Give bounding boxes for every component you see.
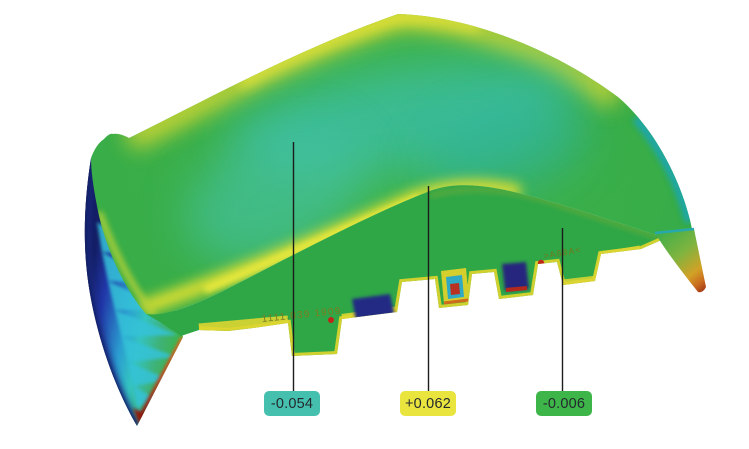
navy-pocket-2 <box>502 262 529 291</box>
rainbow-clip-tab <box>441 268 469 305</box>
hot-spot-dot-1 <box>537 259 545 267</box>
hot-spot-dot-2 <box>328 317 334 323</box>
deviation-label-green[interactable]: -0.006 <box>536 391 592 416</box>
deviation-label-teal[interactable]: -0.054 <box>264 391 320 416</box>
deviation-label-yellow[interactable]: +0.062 <box>400 391 456 416</box>
leader-lines <box>292 142 564 391</box>
navy-pocket-1 <box>352 294 398 338</box>
right-flange <box>654 227 706 293</box>
cyan-right-rim <box>632 115 692 224</box>
teal-region-left <box>185 127 365 263</box>
